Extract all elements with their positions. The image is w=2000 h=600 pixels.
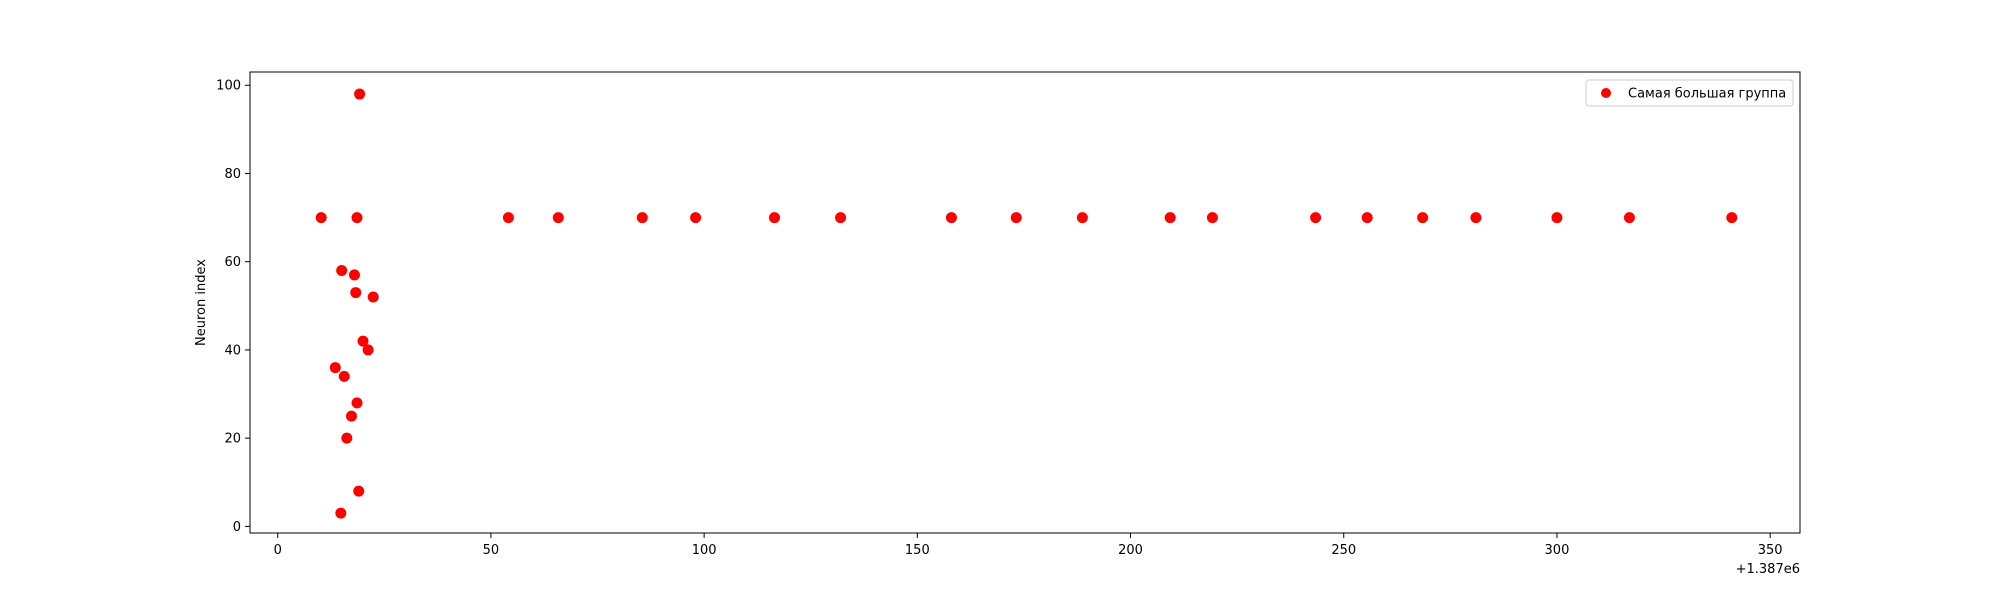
data-point: [1551, 212, 1563, 224]
x-tick-label: 50: [483, 543, 500, 558]
data-point: [690, 212, 702, 224]
data-point: [354, 88, 366, 100]
data-point: [1417, 212, 1429, 224]
x-axis-offset-label: +1.387e6: [1736, 562, 1800, 577]
data-point: [350, 287, 362, 299]
y-axis-label: Neuron index: [194, 259, 209, 346]
legend-marker: [1601, 88, 1611, 98]
data-point: [552, 212, 564, 224]
data-point: [367, 291, 379, 303]
data-point: [835, 212, 847, 224]
data-point: [351, 212, 363, 224]
y-tick-label: 0: [233, 520, 241, 535]
data-point: [338, 370, 350, 382]
x-tick-label: 250: [1331, 543, 1356, 558]
x-tick-label: 200: [1118, 543, 1143, 558]
x-tick-label: 350: [1758, 543, 1783, 558]
data-point: [351, 397, 363, 409]
legend-box: [1585, 79, 1794, 107]
y-axis: 0 20 40 60 80 100: [216, 79, 250, 535]
data-points: [315, 88, 1738, 519]
y-tick-label: 100: [216, 79, 241, 94]
x-tick-label: 0: [274, 543, 282, 558]
x-tick-label: 300: [1545, 543, 1570, 558]
data-point: [945, 212, 957, 224]
y-tick-label: 80: [224, 167, 241, 182]
data-point: [1010, 212, 1022, 224]
legend: Самая большая группа: [1585, 79, 1794, 107]
data-point: [1076, 212, 1088, 224]
data-point: [357, 335, 369, 347]
data-point: [1164, 212, 1176, 224]
y-tick-label: 40: [224, 343, 241, 358]
y-tick-label: 60: [224, 255, 241, 270]
data-point: [768, 212, 780, 224]
data-point: [1206, 212, 1218, 224]
data-point: [336, 265, 348, 277]
data-point: [348, 269, 360, 281]
data-point: [1310, 212, 1322, 224]
data-point: [362, 344, 374, 356]
x-tick-label: 150: [905, 543, 930, 558]
legend-label: Самая большая группа: [1628, 87, 1786, 102]
data-point: [1623, 212, 1635, 224]
x-axis: 0 50 100 150 200 250 300 350: [274, 533, 1783, 558]
data-point: [1361, 212, 1373, 224]
data-point: [636, 212, 648, 224]
data-point: [502, 212, 514, 224]
data-point: [1726, 212, 1738, 224]
y-tick-label: 20: [224, 432, 241, 447]
data-point: [353, 485, 365, 497]
data-point: [335, 507, 347, 519]
data-point: [345, 410, 357, 422]
data-point: [315, 212, 327, 224]
axes-frame: [249, 71, 1801, 534]
data-point: [341, 432, 353, 444]
data-point: [1470, 212, 1482, 224]
x-tick-label: 100: [692, 543, 717, 558]
data-point: [329, 362, 341, 374]
